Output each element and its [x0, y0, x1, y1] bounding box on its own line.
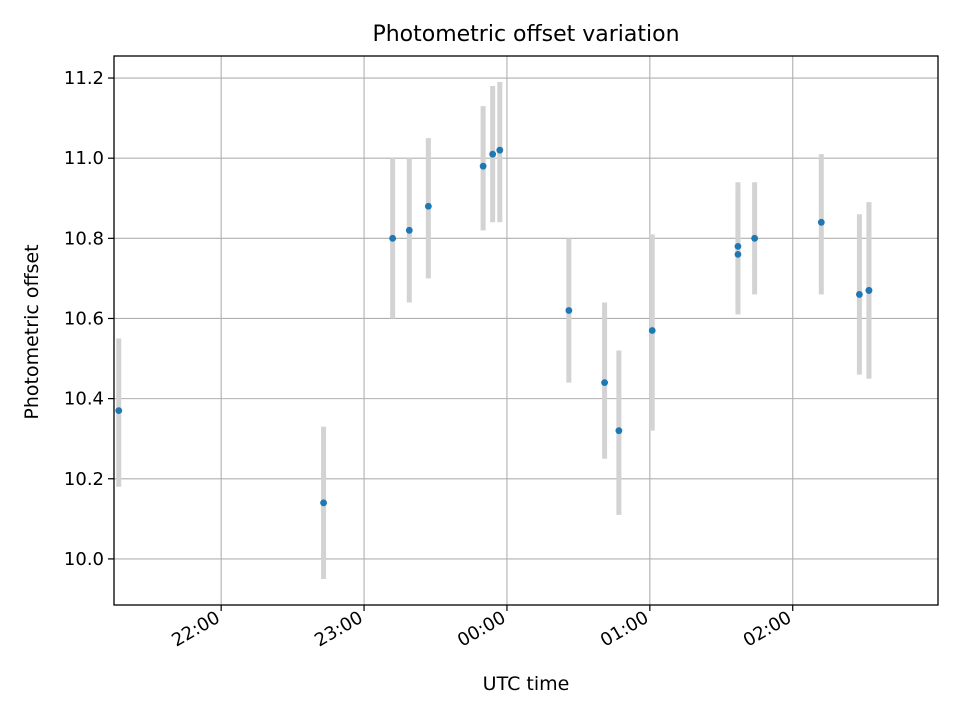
- point-layer: [115, 146, 873, 507]
- y-tick-label: 10.4: [64, 389, 104, 410]
- y-tick-label: 10.2: [64, 469, 104, 490]
- data-point: [817, 218, 825, 226]
- y-tick-label: 11.0: [64, 148, 104, 169]
- data-point: [734, 250, 742, 258]
- data-point: [615, 427, 623, 435]
- data-point: [601, 379, 608, 386]
- data-point: [734, 242, 742, 250]
- data-point: [856, 291, 863, 298]
- chart-title: Photometric offset variation: [372, 22, 680, 47]
- grid-layer: [114, 56, 938, 605]
- y-tick-label: 10.6: [64, 308, 104, 329]
- data-point: [496, 146, 504, 154]
- y-tick-label: 10.8: [64, 228, 104, 249]
- y-tick-label: 11.2: [64, 68, 104, 89]
- data-point: [424, 202, 432, 210]
- y-tick-label: 10.0: [64, 549, 104, 570]
- x-axis-label: UTC time: [482, 673, 570, 695]
- data-point: [565, 307, 573, 314]
- data-point: [751, 234, 759, 242]
- x-tick-label: 01:00: [597, 607, 652, 651]
- plot-frame: [113, 55, 939, 606]
- data-point: [405, 226, 413, 234]
- x-tick-label: 22:00: [168, 607, 223, 651]
- data-point: [115, 407, 123, 415]
- y-axis-label: Photometric offset: [21, 244, 43, 420]
- data-point: [865, 287, 873, 294]
- data-point: [320, 499, 327, 507]
- data-point: [489, 150, 497, 158]
- x-tick-label: 02:00: [740, 607, 795, 651]
- data-point: [479, 162, 487, 170]
- x-tick-label: 00:00: [454, 607, 509, 651]
- data-point: [389, 234, 397, 242]
- x-tick-label: 23:00: [311, 607, 366, 651]
- data-point: [648, 327, 656, 334]
